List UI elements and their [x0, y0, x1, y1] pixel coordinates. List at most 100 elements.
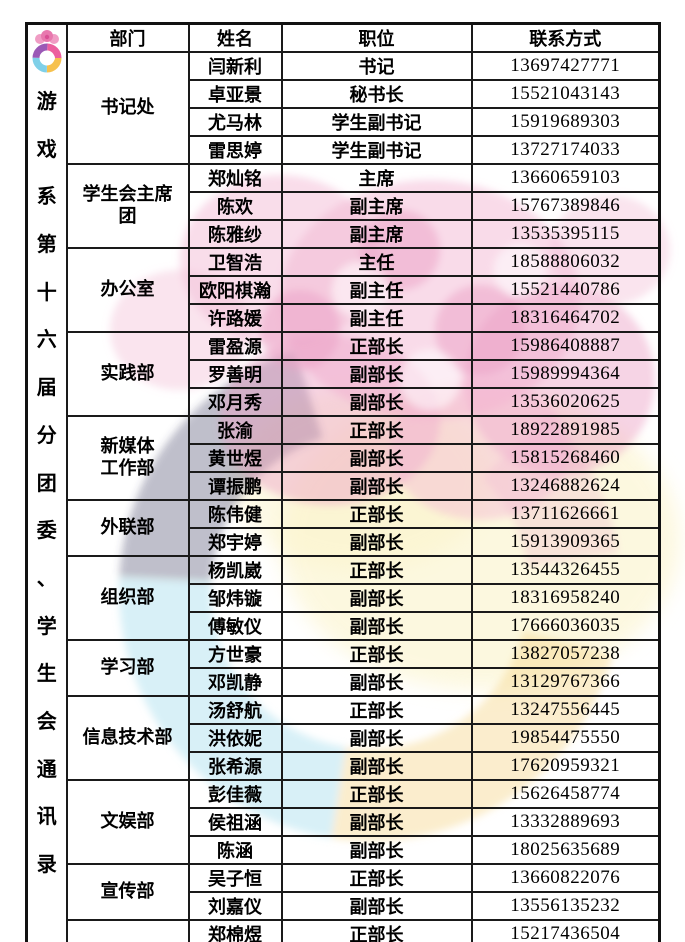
position-cell: 正部长 [280, 555, 473, 585]
phone-cell: 13697427771 [470, 51, 661, 81]
table-row: 外联部 陈伟健 正部长 13711626661 [27, 499, 661, 557]
name-cell: 傅敏仪 [187, 611, 283, 641]
table-row: 书记处 闫新利 书记 13697427771 [27, 51, 661, 165]
position-cell: 副主席 [280, 191, 473, 221]
name-cell: 卫智浩 [187, 247, 283, 277]
name-cell: 陈涵 [187, 835, 283, 865]
phone-cell: 13556135232 [470, 891, 661, 921]
table-row: 实践部 雷盈源 正部长 15986408887 [27, 331, 661, 417]
phone-cell: 15521043143 [470, 79, 661, 109]
position-cell: 正部长 [280, 779, 473, 809]
table-row: 学习部 方世豪 正部长 13827057238 [27, 639, 661, 697]
position-cell: 副主席 [280, 219, 473, 249]
department-cell: 宣传部 [65, 863, 190, 921]
phone-cell: 13660659103 [470, 163, 661, 193]
vertical-title-char: 六 [36, 329, 57, 352]
table-row: 文娱部 彭佳薇 正部长 15626458774 [27, 779, 661, 865]
name-cell: 方世豪 [187, 639, 283, 669]
phone-cell: 18316958240 [470, 583, 661, 613]
phone-cell: 13332889693 [470, 807, 661, 837]
name-cell: 侯祖涵 [187, 807, 283, 837]
name-cell: 陈欢 [187, 191, 283, 221]
department-cell: 办公室 [65, 247, 190, 333]
name-cell: 欧阳棋瀚 [187, 275, 283, 305]
name-cell: 罗善明 [187, 359, 283, 389]
vertical-title-char: 、 [36, 567, 57, 590]
name-cell: 郑灿铭 [187, 163, 283, 193]
phone-cell: 13727174033 [470, 135, 661, 165]
name-cell: 邹炜镟 [187, 583, 283, 613]
position-cell: 副部长 [280, 807, 473, 837]
name-cell: 刘嘉仪 [187, 891, 283, 921]
name-cell: 郑棉煜 [187, 919, 283, 942]
department-cell: 实践部 [65, 331, 190, 417]
department-cell: 体育部 [65, 919, 190, 942]
table-row: 学生会主席 团郑灿铭 主席 13660659103 [27, 163, 661, 249]
position-cell: 秘书长 [280, 79, 473, 109]
department-cell: 学习部 [65, 639, 190, 697]
vertical-title-char: 委 [36, 520, 57, 543]
phone-cell: 15521440786 [470, 275, 661, 305]
position-cell: 副主任 [280, 303, 473, 333]
phone-cell: 15919689303 [470, 107, 661, 137]
phone-cell: 15913909365 [470, 527, 661, 557]
phone-cell: 18316464702 [470, 303, 661, 333]
position-cell: 副部长 [280, 611, 473, 641]
name-cell: 黄世煜 [187, 443, 283, 473]
position-cell: 主任 [280, 247, 473, 277]
vertical-title-strip: 游戏系第十六届分团委、学生会通讯录 [29, 26, 65, 924]
table-row: 宣传部 吴子恒 正部长 13660822076 [27, 863, 661, 921]
name-cell: 汤舒航 [187, 695, 283, 725]
position-cell: 正部长 [280, 639, 473, 669]
contact-table: 游戏系第十六届分团委、学生会通讯录 部门 姓名 职位 联系方式 书记处 闫新利 书记 1369… [25, 22, 661, 942]
department-cell: 书记处 [65, 51, 190, 165]
department-cell: 文娱部 [65, 779, 190, 865]
phone-cell: 18922891985 [470, 415, 661, 445]
phone-cell: 15986408887 [470, 331, 661, 361]
column-header-0: 部门 [65, 22, 190, 53]
phone-cell: 13544326455 [470, 555, 661, 585]
position-cell: 正部长 [280, 331, 473, 361]
position-cell: 副部长 [280, 835, 473, 865]
table-row: 尤马林 学生副书记 15919689303 [27, 107, 661, 137]
position-cell: 副部长 [280, 527, 473, 557]
position-cell: 学生副书记 [280, 107, 473, 137]
name-cell: 张希源 [187, 751, 283, 781]
phone-cell: 15815268460 [470, 443, 661, 473]
phone-cell: 13535395115 [470, 219, 661, 249]
vertical-title-char: 生 [36, 663, 57, 686]
phone-cell: 15767389846 [470, 191, 661, 221]
vertical-title-char: 团 [36, 472, 57, 495]
phone-cell: 15626458774 [470, 779, 661, 809]
column-header-3: 联系方式 [470, 22, 661, 53]
vertical-title-char: 届 [36, 377, 57, 400]
department-cell: 信息技术部 [65, 695, 190, 781]
position-cell: 副部长 [280, 667, 473, 697]
position-cell: 副部长 [280, 387, 473, 417]
game-dept-logo-icon [32, 30, 62, 73]
name-cell: 邓凯静 [187, 667, 283, 697]
position-cell: 副部长 [280, 723, 473, 753]
column-header-1: 姓名 [187, 22, 283, 53]
name-cell: 雷思婷 [187, 135, 283, 165]
phone-cell: 17666036035 [470, 611, 661, 641]
vertical-title-char: 第 [36, 234, 57, 257]
position-cell: 副部长 [280, 443, 473, 473]
name-cell: 雷盈源 [187, 331, 283, 361]
department-cell: 组织部 [65, 555, 190, 641]
position-cell: 副部长 [280, 751, 473, 781]
vertical-title-char: 游 [36, 91, 57, 113]
phone-cell: 13827057238 [470, 639, 661, 669]
vertical-title: 游戏系第十六届分团委、学生会通讯录 [37, 78, 57, 923]
department-cell: 外联部 [65, 499, 190, 557]
name-cell: 许路媛 [187, 303, 283, 333]
phone-cell: 18588806032 [470, 247, 661, 277]
name-cell: 卓亚景 [187, 79, 283, 109]
position-cell: 副主任 [280, 275, 473, 305]
position-cell: 书记 [280, 51, 473, 81]
phone-cell: 15989994364 [470, 359, 661, 389]
department-cell: 新媒体 工作部 [65, 415, 190, 501]
phone-cell: 17620959321 [470, 751, 661, 781]
position-cell: 学生副书记 [280, 135, 473, 165]
